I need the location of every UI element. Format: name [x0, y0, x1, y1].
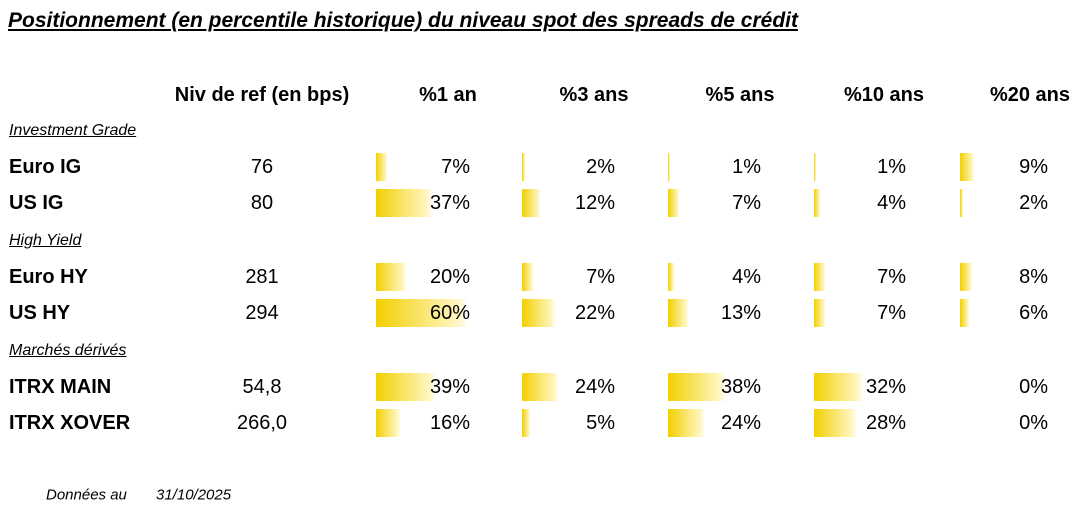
row-name: US IG: [9, 192, 64, 214]
percentile-value: 7%: [586, 266, 615, 288]
data-bar: [522, 299, 555, 327]
percentile-value: 38%: [720, 376, 761, 398]
row-name: ITRX XOVER: [9, 412, 131, 434]
data-bar: [522, 153, 525, 181]
ref-level: 266,0: [236, 412, 288, 434]
data-bar: [522, 409, 530, 437]
percentile-value: 1%: [877, 156, 906, 178]
column-header: %3 ans: [559, 84, 629, 106]
data-bar: [668, 409, 704, 437]
percentile-value: 8%: [1019, 266, 1048, 288]
percentile-value: 24%: [720, 412, 761, 434]
percentile-value: 0%: [1019, 376, 1048, 398]
percentile-value: 2%: [586, 156, 615, 178]
percentile-value: 28%: [865, 412, 906, 434]
data-bar: [522, 263, 533, 291]
data-bar: [814, 153, 816, 181]
ref-level: 54,8: [242, 376, 282, 398]
column-header: Niv de ref (en bps): [174, 84, 350, 106]
data-bar: [376, 189, 432, 217]
column-header: %5 ans: [705, 84, 775, 106]
column-header: %1 an: [419, 84, 477, 106]
data-bar: [960, 299, 969, 327]
data-bar: [814, 189, 820, 217]
group-label: Investment Grade: [9, 122, 137, 139]
row-name: US HY: [9, 302, 71, 324]
percentile-value: 32%: [865, 376, 906, 398]
percentile-value: 4%: [877, 192, 906, 214]
percentile-value: 20%: [429, 266, 470, 288]
data-bar: [376, 263, 406, 291]
ref-level: 294: [245, 302, 279, 324]
percentile-value: 4%: [732, 266, 761, 288]
data-bar: [522, 373, 558, 401]
data-bar: [814, 299, 825, 327]
data-bar: [376, 299, 466, 327]
percentile-value: 12%: [574, 192, 615, 214]
title: Positionnement (en percentile historique…: [8, 9, 798, 32]
data-bar: [814, 373, 862, 401]
data-bar: [668, 263, 674, 291]
percentile-value: 39%: [429, 376, 470, 398]
percentile-value: 2%: [1019, 192, 1048, 214]
percentile-value: 7%: [877, 302, 906, 324]
ref-level: 76: [250, 156, 274, 178]
percentile-value: 6%: [1019, 302, 1048, 324]
data-bar: [960, 153, 974, 181]
row-name: Euro HY: [9, 266, 88, 288]
data-bar: [960, 189, 963, 217]
data-bar: [668, 153, 670, 181]
group-label: High Yield: [9, 232, 82, 249]
data-bar: [668, 299, 688, 327]
percentile-value: 16%: [429, 412, 470, 434]
footer-label: Données au: [46, 486, 127, 504]
percentile-value: 7%: [877, 266, 906, 288]
percentile-value: 24%: [574, 376, 615, 398]
percentile-value: 9%: [1019, 156, 1048, 178]
data-bar: [376, 409, 400, 437]
column-header: %20 ans: [989, 84, 1071, 106]
ref-level: 281: [245, 266, 279, 288]
percentile-value: 1%: [732, 156, 761, 178]
data-bar: [668, 373, 725, 401]
data-bar: [960, 263, 972, 291]
data-bar: [522, 189, 540, 217]
data-bar: [668, 189, 679, 217]
footer-date: 31/10/2025: [156, 486, 232, 504]
percentile-value: 60%: [429, 302, 470, 324]
percentile-value: 22%: [574, 302, 615, 324]
group-label: Marchés dérivés: [9, 342, 127, 359]
data-bar: [814, 409, 856, 437]
ref-level: 80: [250, 192, 274, 214]
row-name: ITRX MAIN: [9, 376, 112, 398]
column-header: %10 ans: [843, 84, 925, 106]
row-name: Euro IG: [9, 156, 82, 178]
percentile-value: 13%: [720, 302, 761, 324]
data-bar: [376, 373, 435, 401]
percentile-value: 5%: [586, 412, 615, 434]
percentile-value: 0%: [1019, 412, 1048, 434]
percentile-value: 37%: [429, 192, 470, 214]
percentile-value: 7%: [441, 156, 470, 178]
percentile-value: 7%: [732, 192, 761, 214]
data-bar: [376, 153, 387, 181]
data-bar: [814, 263, 825, 291]
